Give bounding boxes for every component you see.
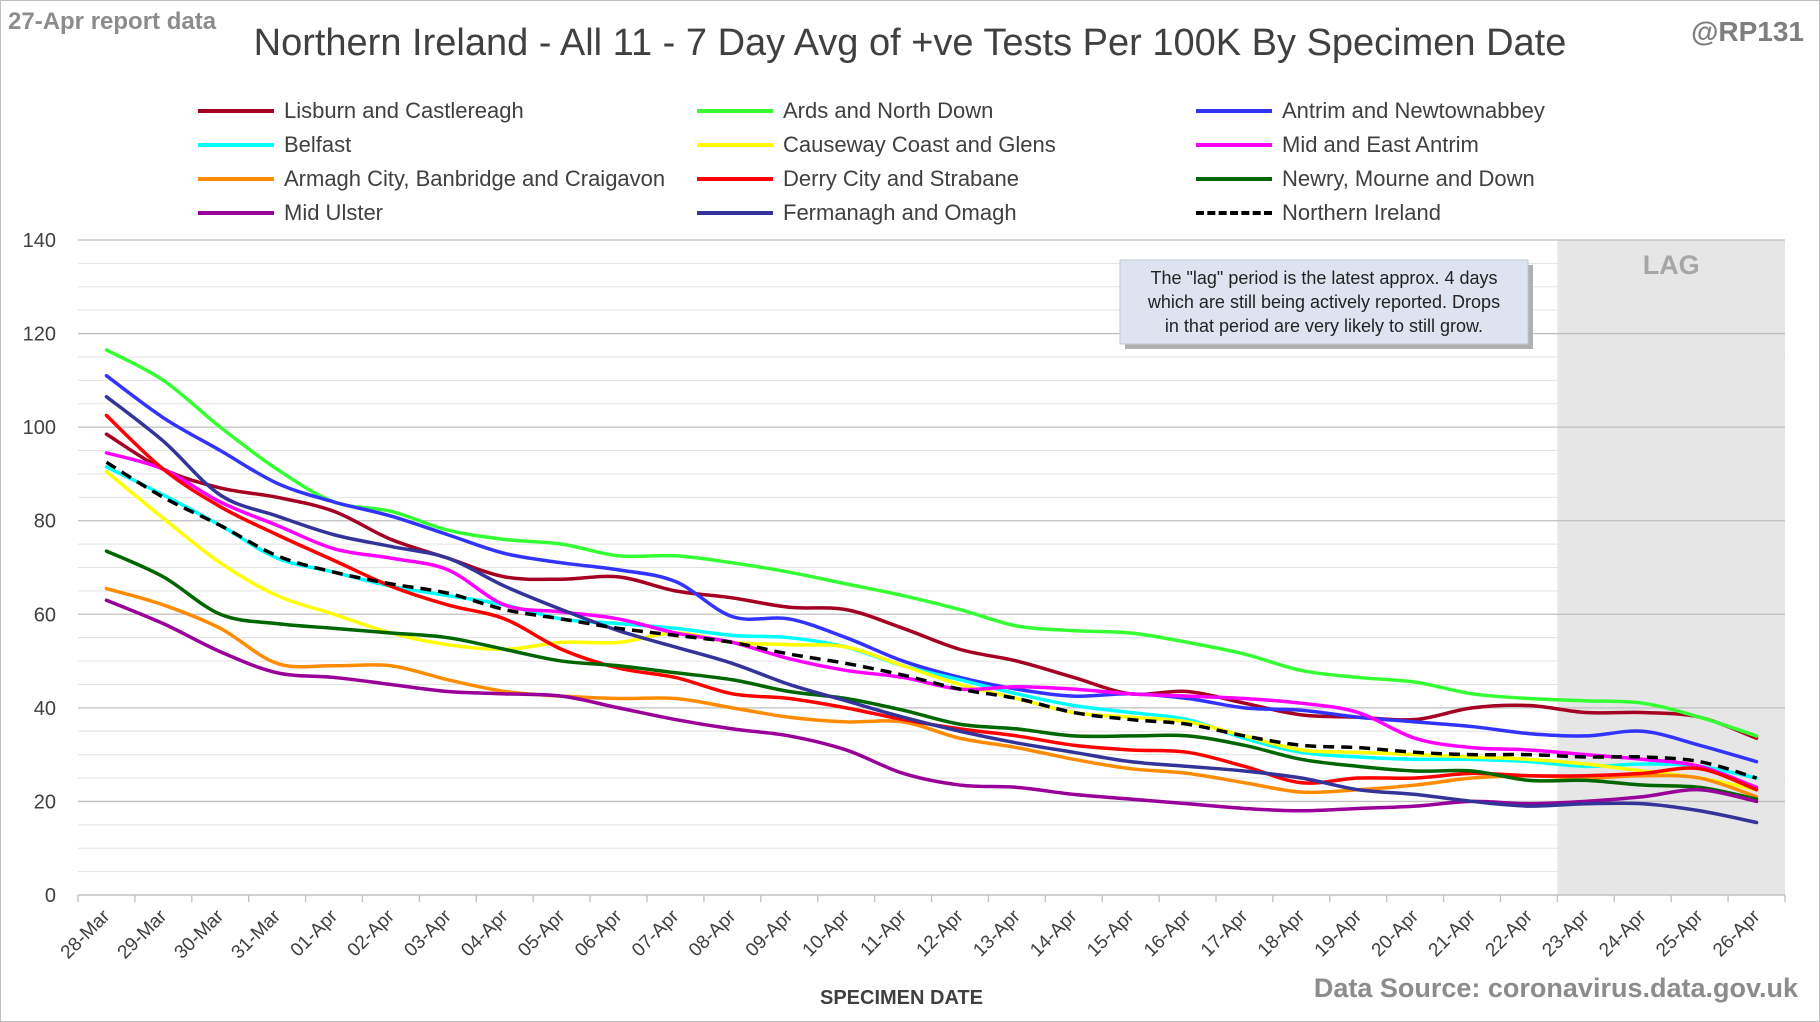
legend-label: Mid and East Antrim [1282,132,1479,157]
legend-item: Newry, Mourne and Down [1196,162,1535,196]
y-tick-label: 0 [45,885,56,907]
x-tick-label: 25-Apr [1652,905,1708,961]
legend-swatch [1196,211,1272,215]
x-tick-label: 24-Apr [1595,905,1651,961]
x-tick-label: 02-Apr [344,905,400,961]
legend-swatch [697,143,773,147]
x-tick-label: 04-Apr [457,905,513,961]
legend-label: Newry, Mourne and Down [1282,166,1535,191]
legend-item: Lisburn and Castlereagh [198,94,524,128]
y-tick-label: 100 [23,417,56,439]
x-tick-label: 28-Mar [57,905,115,963]
legend-swatch [697,109,773,113]
legend-item: Belfast [198,128,351,162]
legend-swatch [1196,177,1272,181]
legend-label: Armagh City, Banbridge and Craigavon [284,166,666,191]
series-line-antrim-and-newtownabbey [104,373,1759,764]
x-tick-label: 10-Apr [799,905,855,961]
x-tick-label: 09-Apr [742,905,798,961]
x-tick-label: 30-Mar [171,905,229,963]
x-tick-label: 05-Apr [514,905,570,961]
author-handle: @RP131 [1691,16,1804,47]
lag-note-line: which are still being actively reported.… [1147,292,1500,312]
series-line-causeway-coast-and-glens [104,469,1759,792]
legend-label: Antrim and Newtownabbey [1282,98,1545,123]
y-tick-label: 140 [23,230,56,252]
x-tick-label: 22-Apr [1482,905,1538,961]
x-tick-label: 20-Apr [1368,905,1424,961]
legend-label: Ards and North Down [783,98,994,123]
x-tick-label: 31-Mar [228,905,286,963]
y-tick-label: 60 [34,604,56,626]
series-line-northern-ireland [105,460,1758,780]
legend-label: Belfast [284,132,352,157]
series-line-fermanagh-and-omagh [104,394,1759,825]
legend-swatch [198,211,274,215]
legend-item: Ards and North Down [697,94,993,128]
y-tick-label: 80 [34,511,56,533]
x-tick-label: 07-Apr [628,905,684,961]
legend-swatch [697,211,773,215]
x-tick-label: 06-Apr [571,905,627,961]
legend-item: Causeway Coast and Glens [697,128,1056,162]
x-tick-label: 23-Apr [1538,905,1594,961]
legend-label: Northern Ireland [1282,200,1441,225]
lag-note-box [1119,259,1529,345]
legend-item: Antrim and Newtownabbey [1196,94,1545,128]
x-axis-label: SPECIMEN DATE [820,987,983,1009]
report-date-label: 27-Apr report data [8,8,217,35]
series-line-newry-mourne-and-down [104,549,1759,801]
legend-swatch [198,143,274,147]
x-tick-label: 29-Mar [114,905,172,963]
x-tick-label: 12-Apr [913,905,969,961]
legend-label: Causeway Coast and Glens [783,132,1056,157]
legend-swatch [1196,109,1272,113]
x-tick-label: 18-Apr [1254,905,1310,961]
legend-swatch [198,177,274,181]
lag-note-line: The "lag" period is the latest approx. 4… [1151,268,1498,288]
x-tick-label: 16-Apr [1140,905,1196,961]
x-tick-label: 11-Apr [857,905,912,960]
legend-item: Derry City and Strabane [697,162,1019,196]
legend-swatch [198,109,274,113]
y-tick-label: 40 [34,698,56,720]
legend-label: Mid Ulster [284,200,384,225]
chart-title: Northern Ireland - All 11 - 7 Day Avg of… [253,22,1567,64]
x-tick-label: 17-Apr [1197,905,1253,961]
lag-label: LAG [1643,250,1700,280]
x-tick-label: 13-Apr [969,905,1025,961]
legend-item: Mid Ulster [198,196,383,230]
legend-label: Lisburn and Castlereagh [284,98,524,123]
data-source: Data Source: coronavirus.data.gov.uk [1313,973,1798,1003]
legend-swatch [1196,143,1272,147]
series-line-armagh-city-banbridge-and-craigavon [104,586,1759,799]
legend-item: Armagh City, Banbridge and Craigavon [198,162,665,196]
x-tick-label: 08-Apr [685,905,741,961]
x-tick-label: 15-Apr [1083,905,1139,961]
x-tick-label: 01-Apr [287,905,343,961]
y-tick-label: 20 [34,791,56,813]
lag-note-line: in that period are very likely to still … [1165,316,1483,336]
legend-swatch [697,177,773,181]
x-tick-label: 03-Apr [400,905,456,961]
chart-legend: Lisburn and Castlereagh Ards and North Do… [0,94,1820,244]
y-tick-label: 120 [23,324,56,346]
legend-item: Northern Ireland [1196,196,1441,230]
x-tick-label: 19-Apr [1311,905,1367,961]
x-tick-label: 26-Apr [1709,905,1765,961]
series-line-lisburn-and-castlereagh [104,432,1759,741]
x-tick-label: 21-Apr [1425,905,1481,961]
legend-item: Fermanagh and Omagh [697,196,1017,230]
legend-label: Fermanagh and Omagh [783,200,1017,225]
legend-label: Derry City and Strabane [783,166,1019,191]
x-tick-label: 14-Apr [1026,905,1082,961]
legend-item: Mid and East Antrim [1196,128,1479,162]
